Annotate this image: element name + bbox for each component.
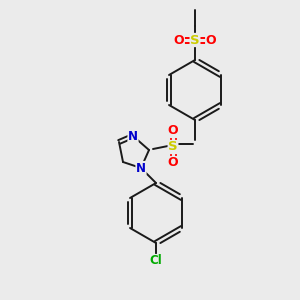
Text: S: S bbox=[190, 34, 200, 46]
Text: O: O bbox=[168, 157, 178, 169]
Text: O: O bbox=[174, 34, 184, 46]
Text: O: O bbox=[206, 34, 216, 46]
Text: N: N bbox=[136, 161, 146, 175]
Text: N: N bbox=[128, 130, 138, 142]
Text: S: S bbox=[168, 140, 178, 154]
Text: Cl: Cl bbox=[150, 254, 162, 268]
Text: O: O bbox=[168, 124, 178, 137]
